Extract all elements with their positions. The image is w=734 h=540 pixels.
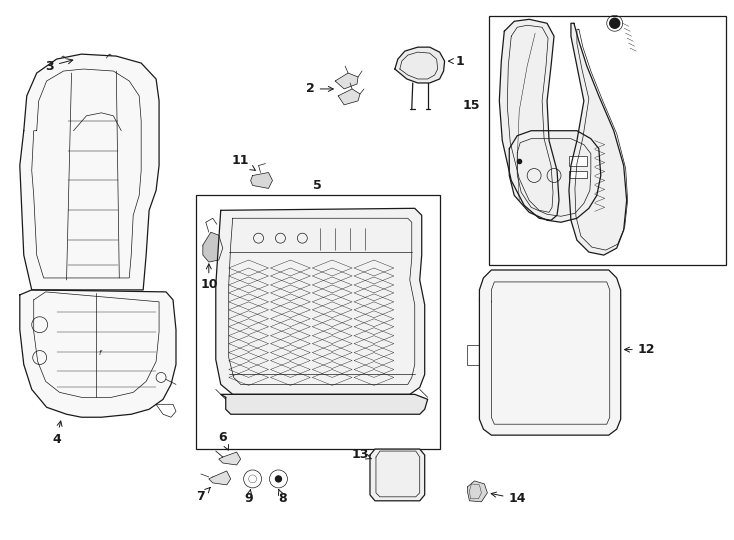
Polygon shape: [468, 481, 487, 502]
Bar: [569, 156, 587, 166]
Polygon shape: [208, 471, 230, 485]
Text: 2: 2: [306, 83, 333, 96]
Polygon shape: [499, 19, 559, 220]
Polygon shape: [338, 89, 360, 105]
Polygon shape: [335, 73, 358, 89]
Text: 15: 15: [462, 99, 480, 112]
Text: 3: 3: [46, 59, 73, 72]
Text: 11: 11: [232, 154, 255, 170]
Polygon shape: [219, 452, 241, 465]
Text: 13: 13: [352, 448, 371, 461]
Text: 5: 5: [313, 179, 321, 192]
Text: 14: 14: [491, 492, 526, 505]
Polygon shape: [569, 23, 627, 255]
Polygon shape: [20, 54, 159, 290]
Text: 4: 4: [52, 421, 62, 445]
Text: 6: 6: [219, 430, 228, 450]
Text: 7: 7: [197, 488, 210, 503]
Text: f: f: [98, 349, 101, 355]
Text: 1: 1: [448, 55, 464, 68]
Text: 10: 10: [200, 264, 217, 292]
Circle shape: [610, 18, 619, 28]
Text: 9: 9: [244, 489, 253, 505]
Text: 8: 8: [278, 489, 287, 505]
Polygon shape: [370, 449, 425, 501]
Polygon shape: [20, 290, 176, 417]
Polygon shape: [221, 394, 428, 414]
Polygon shape: [203, 232, 222, 262]
Polygon shape: [509, 131, 601, 222]
Bar: [196, 195, 440, 449]
Polygon shape: [479, 270, 621, 435]
Bar: [569, 171, 587, 179]
Text: 12: 12: [625, 343, 655, 356]
Circle shape: [275, 476, 281, 482]
Bar: [490, 16, 726, 265]
Polygon shape: [216, 208, 425, 394]
Polygon shape: [250, 172, 272, 188]
Polygon shape: [395, 47, 445, 83]
